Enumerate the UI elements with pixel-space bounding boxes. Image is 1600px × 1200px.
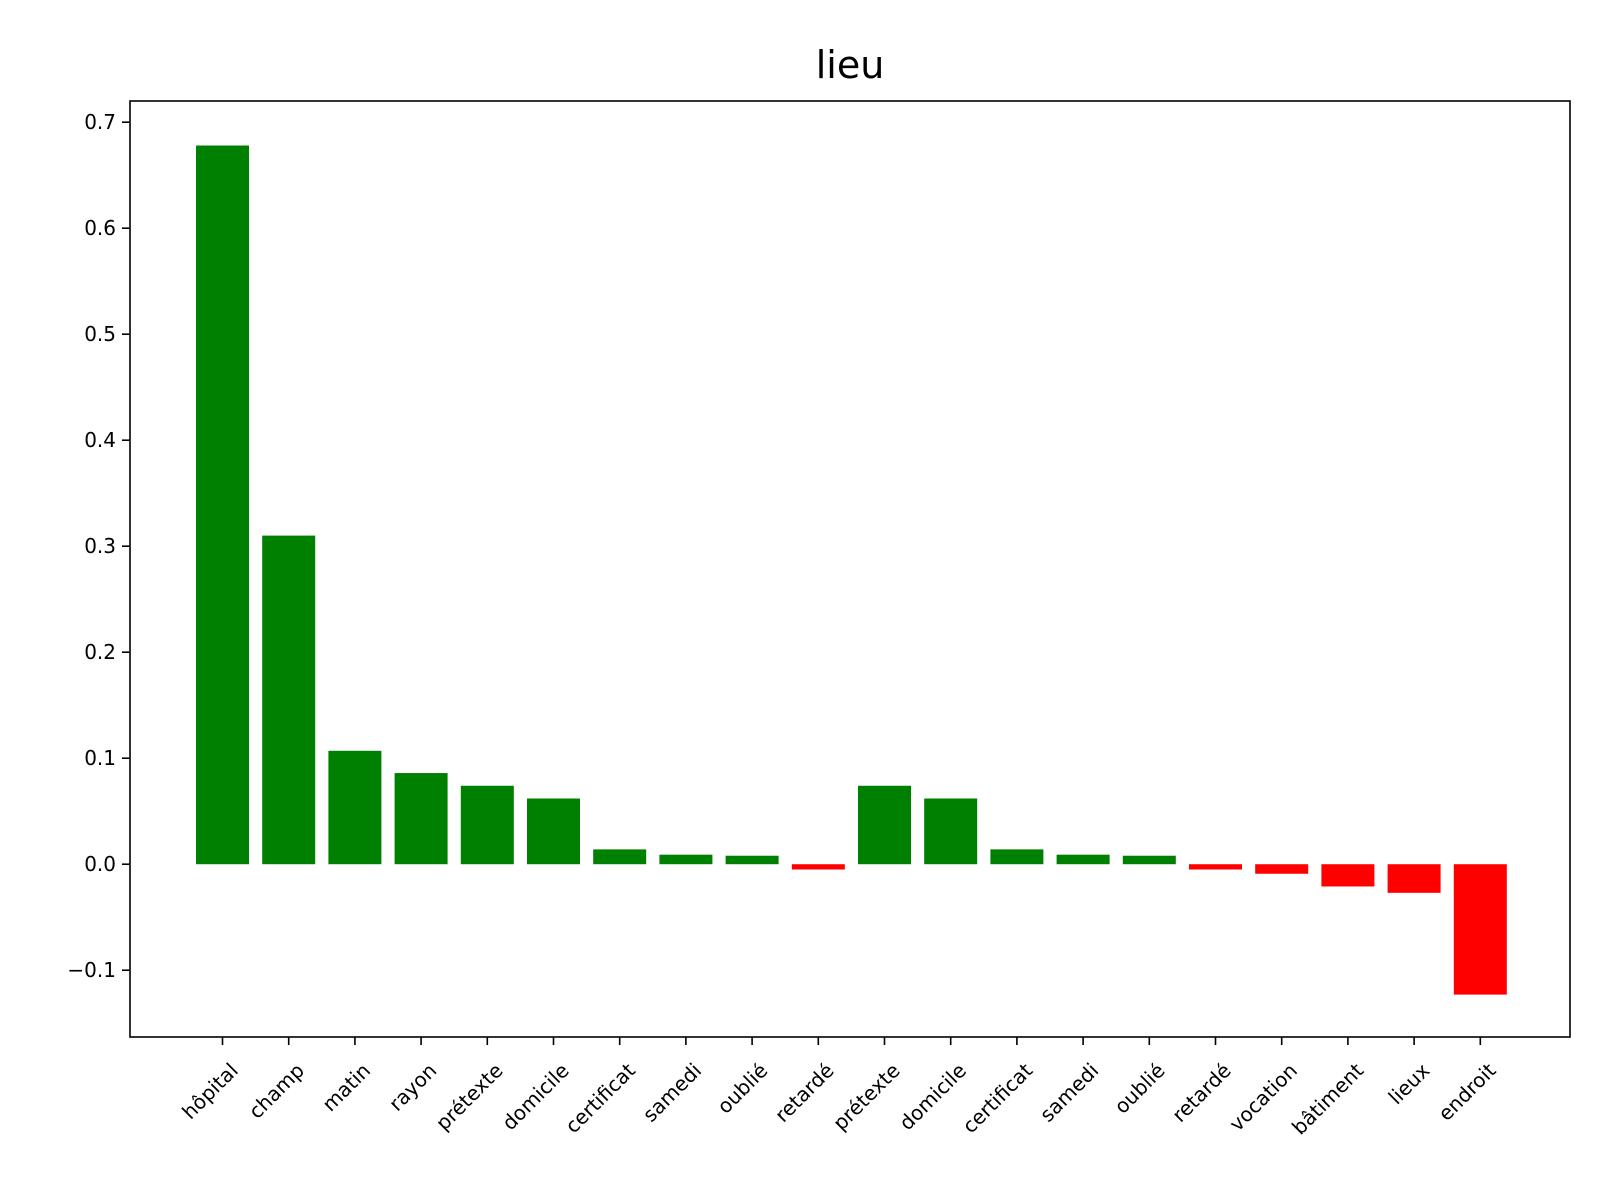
bar-10	[858, 785, 911, 865]
x-tick-label: prétexte	[431, 1058, 508, 1135]
y-axis: −0.1 0.0 0.1 0.2 0.3 0.4 0.5 0.6 0.7	[67, 110, 130, 982]
bar-11	[924, 798, 978, 865]
y-tick-label: 0.3	[84, 534, 116, 558]
bar-5	[527, 798, 580, 865]
y-tick-label: 0.2	[84, 640, 116, 664]
bar-0	[196, 145, 249, 865]
chart-title: lieu	[816, 43, 885, 87]
bar-8	[725, 855, 779, 865]
bar-9	[791, 864, 845, 870]
y-tick-label: 0.1	[84, 746, 116, 770]
bar-2	[328, 750, 382, 865]
x-tick-label: certificat	[560, 1058, 640, 1138]
plot-frame	[129, 100, 1571, 1038]
x-tick-label: hôpital	[177, 1058, 243, 1124]
y-tick-label: −0.1	[67, 958, 116, 982]
x-tick-label: samedi	[1035, 1058, 1103, 1126]
bar-6	[593, 849, 647, 865]
x-axis: hôpital champ matin rayonprétextedomicilece…	[177, 1037, 1501, 1139]
x-tick-label: prétexte	[828, 1058, 905, 1135]
bar-13	[1056, 854, 1110, 865]
bar-7	[659, 854, 713, 865]
bar-14	[1122, 855, 1176, 865]
bar-18	[1387, 864, 1441, 893]
y-tick-label: 0.6	[84, 216, 116, 240]
x-tick-label: rayon	[384, 1058, 441, 1115]
x-tick-label: bâtiment	[1287, 1058, 1368, 1139]
bar-15	[1189, 864, 1242, 870]
x-tick-label: champ	[244, 1058, 309, 1123]
bar-17	[1321, 864, 1375, 887]
bar-16	[1255, 864, 1309, 874]
x-tick-label: oublié	[712, 1058, 772, 1118]
x-tick-label: samedi	[638, 1058, 706, 1126]
bar-12	[990, 849, 1044, 865]
y-tick-label: 0.4	[84, 428, 116, 452]
x-tick-label: matin	[317, 1058, 375, 1116]
x-tick-label: endroit	[1433, 1058, 1500, 1125]
x-tick-label: certificat	[958, 1058, 1038, 1138]
bar-19	[1453, 864, 1507, 995]
y-tick-label: 0.0	[84, 852, 116, 876]
bar-3	[394, 773, 448, 865]
bars-group	[196, 145, 1507, 995]
y-tick-label: 0.7	[84, 110, 116, 134]
x-tick-label: lieux	[1384, 1058, 1435, 1109]
x-tick-label: oublié	[1109, 1058, 1169, 1118]
y-tick-label: 0.5	[84, 322, 116, 346]
bar-4	[460, 785, 514, 865]
bar-1	[262, 535, 316, 865]
